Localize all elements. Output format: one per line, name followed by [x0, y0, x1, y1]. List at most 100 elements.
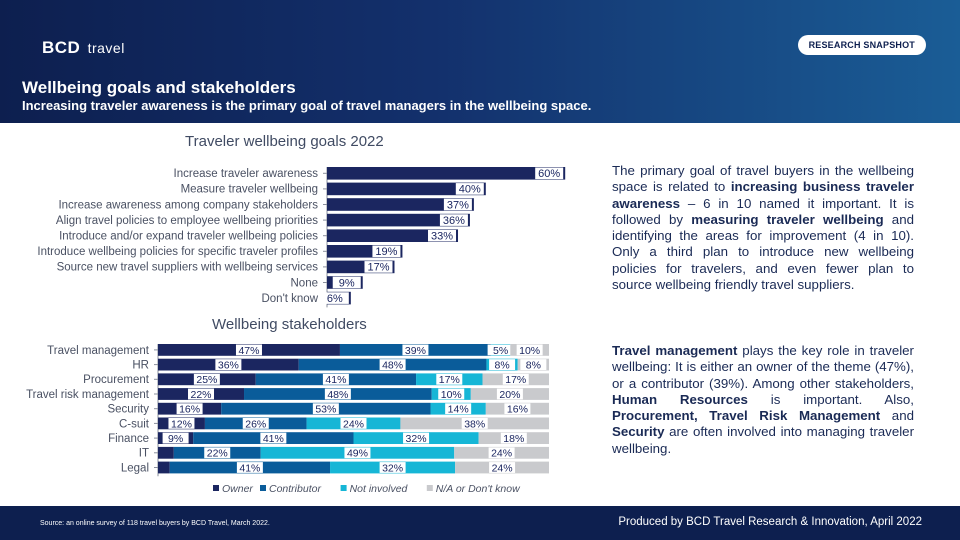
- stake-segment-owner: [158, 446, 174, 459]
- stake-value-label: 20%: [499, 389, 520, 401]
- stake-value-label: 8%: [526, 360, 541, 372]
- stake-value-box: [520, 359, 547, 370]
- stake-category-label: Legal: [121, 462, 149, 474]
- goals-value-box: [535, 167, 564, 180]
- stake-value-box: [235, 344, 262, 356]
- legend-label: Not involved: [350, 483, 409, 495]
- goals-category-label: Increase awareness among company stakeho…: [58, 199, 318, 211]
- stake-value-label: 17%: [505, 374, 526, 386]
- p2-run-6: Security: [612, 424, 665, 440]
- source-note: Source: an online survey of 118 travel b…: [40, 520, 270, 527]
- goals-bar: [327, 167, 566, 180]
- stake-category-label: HR: [132, 360, 149, 372]
- legend-swatch: [260, 485, 266, 491]
- stake-value-box: [489, 462, 516, 473]
- stake-value-box: [502, 373, 529, 385]
- stake-value-box: [340, 418, 367, 429]
- stake-value-box: [516, 344, 543, 356]
- stake-value-label: 41%: [325, 374, 346, 386]
- goals-value-label: 17%: [367, 262, 389, 274]
- stake-value-box: [504, 403, 531, 415]
- goals-value-box: [428, 229, 457, 242]
- stakeholders-paragraph: Travel management plays the key role in …: [612, 343, 914, 457]
- stake-value-label: 39%: [405, 345, 426, 357]
- stake-value-box: [445, 403, 472, 415]
- legend-swatch: [340, 485, 347, 491]
- stake-value-label: 26%: [245, 418, 266, 430]
- p1-run-2: – 6 in 10 named it important. It is foll…: [612, 195, 914, 227]
- goals-value-label: 37%: [447, 199, 469, 211]
- stake-value-box: [500, 432, 527, 444]
- stake-value-label: 41%: [263, 433, 284, 445]
- stake-value-label: 38%: [464, 418, 485, 430]
- stake-category-label: Finance: [108, 433, 149, 445]
- stake-value-label: 10%: [519, 345, 540, 357]
- stake-value-box: [436, 373, 463, 385]
- footer-bar: [0, 506, 960, 540]
- stake-value-box: [487, 344, 514, 356]
- stake-value-box: [379, 462, 406, 473]
- stake-value-box: [489, 359, 516, 370]
- legend-swatch: [213, 485, 219, 491]
- stake-category-label: Travel risk management: [26, 389, 150, 401]
- produced-by-note: Produced by BCD Travel Research & Innova…: [618, 516, 922, 528]
- goals-value-label: 60%: [538, 168, 560, 180]
- stake-value-box: [168, 418, 195, 429]
- goals-value-label: 40%: [459, 184, 481, 196]
- stake-value-label: 41%: [239, 462, 260, 474]
- legend-label: Owner: [222, 483, 253, 495]
- bcd-travel-logo: BCD travel: [42, 38, 125, 58]
- stake-value-box: [322, 373, 349, 385]
- stake-value-label: 22%: [191, 389, 212, 401]
- p1-run-3: measuring traveler wellbeing: [691, 211, 884, 227]
- stake-value-box: [260, 432, 287, 444]
- goals-category-label: Increase traveler awareness: [174, 168, 319, 180]
- stake-value-box: [496, 388, 523, 400]
- stake-value-label: 32%: [382, 462, 403, 474]
- stake-value-box: [242, 418, 269, 429]
- stake-value-label: 25%: [196, 374, 217, 386]
- stake-value-label: 53%: [315, 404, 336, 416]
- stake-value-label: 22%: [207, 448, 228, 460]
- goals-category-label: Introduce and/or expand traveler wellbei…: [59, 231, 318, 243]
- goals-bar: [327, 229, 459, 242]
- stake-value-label: 48%: [327, 389, 348, 401]
- legend-label: Contributor: [269, 483, 321, 495]
- p2-run-4: Procurement, Travel Risk Management: [612, 408, 881, 424]
- stake-value-box: [215, 359, 242, 370]
- stake-value-box: [193, 373, 220, 385]
- goals-value-label: 33%: [431, 231, 453, 243]
- stake-value-label: 49%: [347, 448, 368, 460]
- logo-sub-text: travel: [87, 40, 125, 56]
- stake-value-box: [403, 432, 430, 444]
- p2-run-5: and: [880, 408, 914, 424]
- stake-value-box: [312, 403, 339, 415]
- stake-value-box: [324, 388, 351, 400]
- stake-category-label: C-suit: [119, 418, 150, 430]
- page-subtitle: Increasing traveler awareness is the pri…: [22, 98, 592, 113]
- legend-label: N/A or Don't know: [436, 483, 521, 495]
- goals-value-box: [372, 245, 401, 258]
- stakeholders-chart-title: Wellbeing stakeholders: [212, 316, 367, 333]
- goals-value-box: [455, 183, 484, 195]
- goals-paragraph: The primary goal of travel buyers in the…: [612, 163, 914, 293]
- stake-segment-owner: [158, 461, 170, 474]
- goals-category-label: Source new travel suppliers with wellbei…: [57, 262, 319, 274]
- stake-category-label: Security: [107, 404, 149, 416]
- stake-value-box: [402, 344, 429, 356]
- p1-run-1: increasing business traveler awareness: [612, 179, 915, 211]
- goals-value-label: 19%: [375, 246, 397, 258]
- stake-value-label: 16%: [507, 404, 528, 416]
- goals-value-box: [320, 292, 349, 304]
- stake-value-label: 32%: [406, 433, 427, 445]
- stake-value-label: 14%: [448, 404, 469, 416]
- p2-run-3: is important. Also,: [747, 391, 914, 407]
- logo-main-text: BCD: [42, 38, 81, 57]
- stake-value-label: 18%: [503, 433, 524, 445]
- stake-value-label: 36%: [218, 360, 239, 372]
- stake-value-label: 24%: [492, 462, 513, 474]
- goals-bar: [327, 213, 470, 227]
- stake-value-label: 24%: [343, 418, 364, 430]
- stake-value-label: 17%: [439, 374, 460, 386]
- stake-value-label: 5%: [493, 345, 508, 357]
